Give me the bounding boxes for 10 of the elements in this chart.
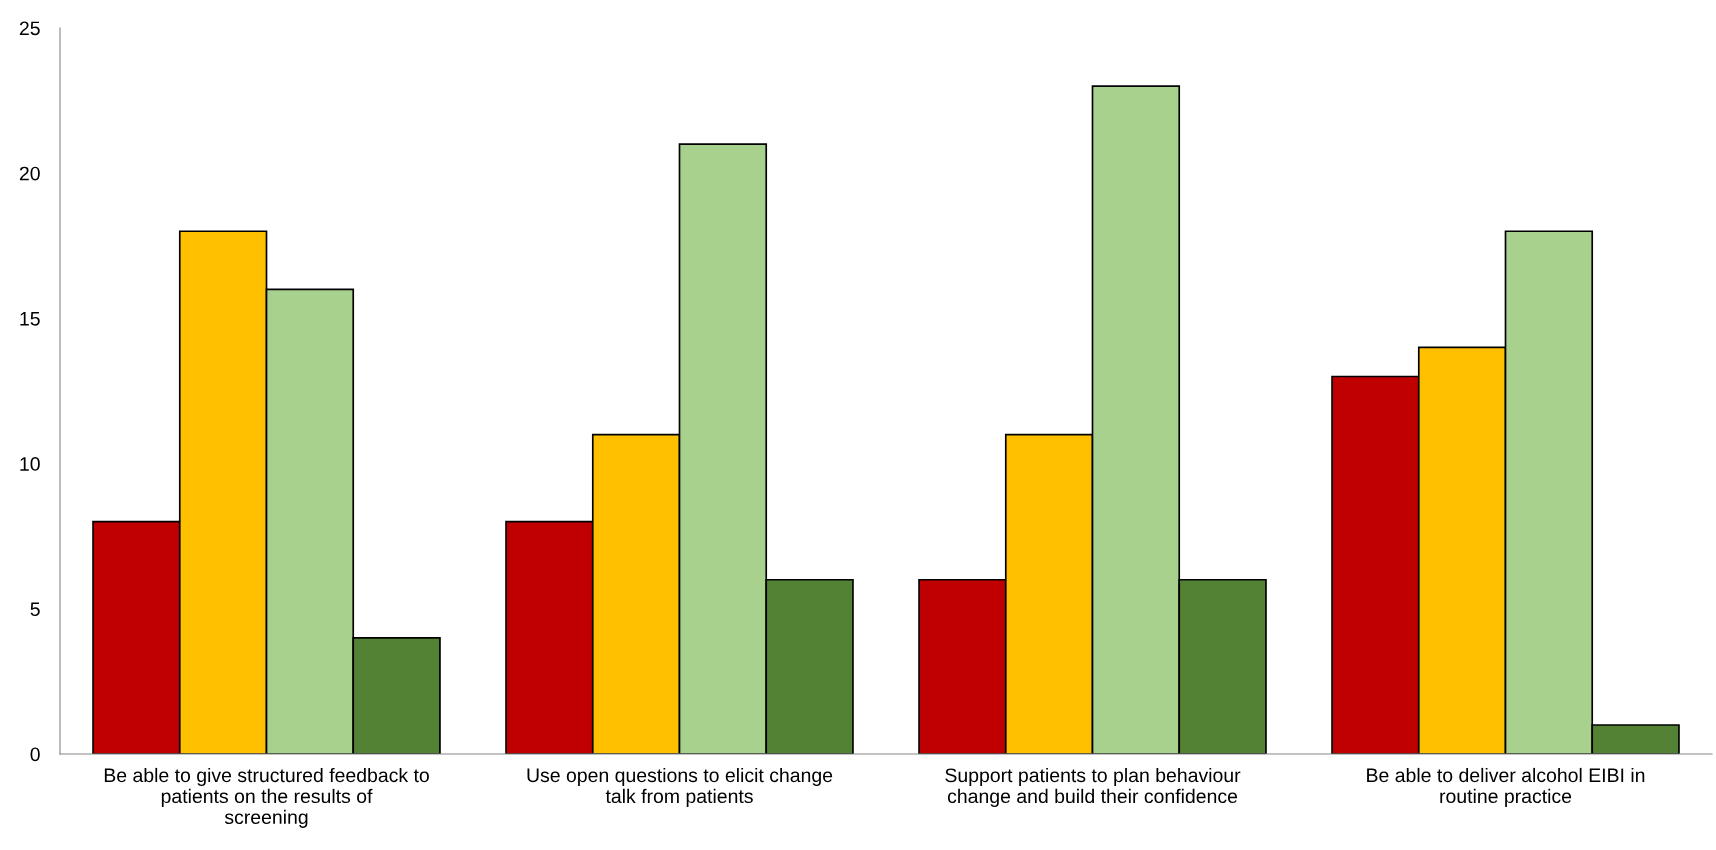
- x-tick-label: Be able to deliver alcohol EIBI in routine practice: [1367, 767, 1645, 807]
- x-tick-label: Be able to give structured feedback to patients on the results of screening: [104, 767, 429, 828]
- y-tick-label: 0: [30, 747, 40, 762]
- y-tick-label: 5: [30, 602, 40, 617]
- x-tick-label: Support patients to plan behaviour change and build their confidence: [945, 767, 1241, 807]
- y-tick-label: 25: [19, 21, 40, 36]
- x-tick-label: Use open questions to elicit change talk from patients: [527, 767, 833, 807]
- y-tick-label: 10: [20, 457, 40, 471]
- y-tick-label: 20: [19, 166, 40, 181]
- y-tick-label: 15: [20, 312, 40, 326]
